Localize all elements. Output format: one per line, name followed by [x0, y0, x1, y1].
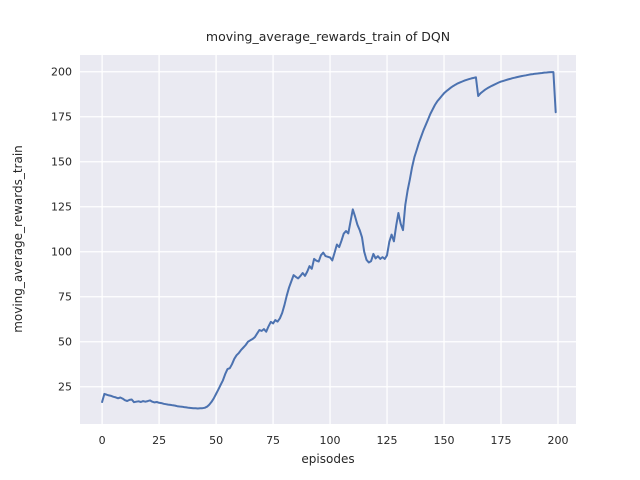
y-tick-label: 175	[51, 111, 72, 124]
y-tick-label: 50	[58, 336, 72, 349]
x-tick-label: 150	[434, 434, 455, 447]
x-tick-label: 175	[491, 434, 512, 447]
gridlines	[80, 55, 576, 424]
y-tick-label: 200	[51, 66, 72, 79]
x-tick-label: 200	[547, 434, 568, 447]
x-tick-label: 100	[320, 434, 341, 447]
x-tick-label: 50	[209, 434, 223, 447]
data-line-group	[101, 71, 557, 410]
tick-labels: 0 25 50 75 100 125 150 175 200 25 50 75 100 125 150 175…	[51, 66, 568, 447]
y-axis-label: moving_average_rewards_train	[11, 145, 25, 333]
x-tick-label: 125	[377, 434, 398, 447]
y-tick-label: 25	[58, 381, 72, 394]
y-tick-label: 75	[58, 291, 72, 304]
x-tick-label: 75	[266, 434, 280, 447]
x-axis-label: episodes	[301, 452, 354, 466]
y-tick-label: 125	[51, 201, 72, 214]
y-tick-label: 100	[51, 246, 72, 259]
chart-title: moving_average_rewards_train of DQN	[206, 29, 450, 44]
y-tick-label: 150	[51, 156, 72, 169]
data-line	[101, 71, 557, 410]
x-tick-label: 0	[99, 434, 106, 447]
x-tick-label: 25	[152, 434, 166, 447]
